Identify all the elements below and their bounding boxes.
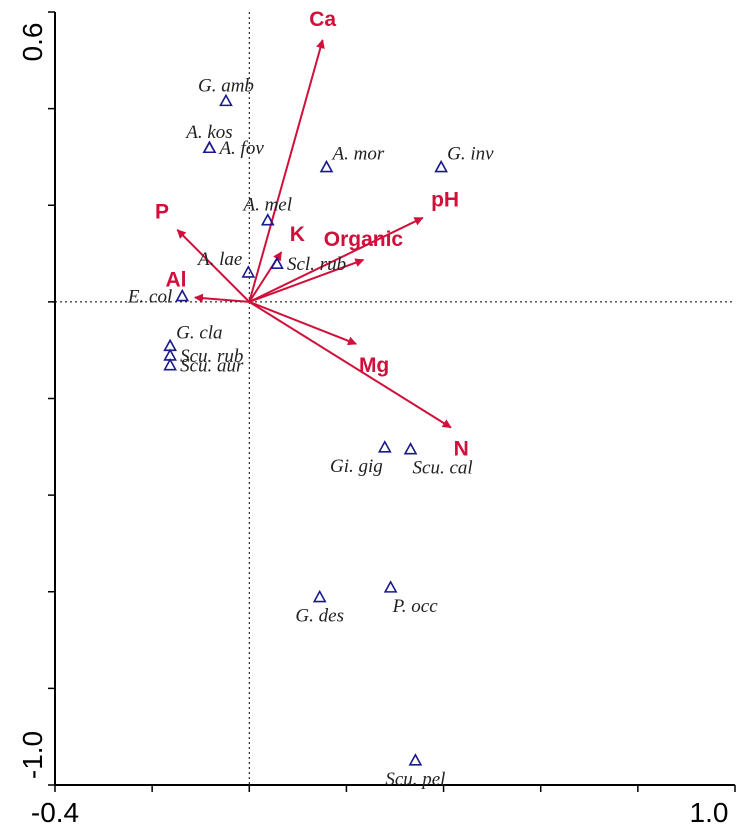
vector-label-mg: Mg <box>359 354 389 377</box>
species-label-scu-pel: Scu. pel <box>385 769 445 790</box>
species-point-scu-cal <box>403 442 418 455</box>
species-label-a-mor: A. mor <box>331 144 385 165</box>
x-tick-label: -0.4 <box>31 797 79 828</box>
species-point-scu-pel <box>408 753 423 766</box>
species-label-scu-rub: Scu. rub <box>180 346 243 367</box>
species-point-a-fov <box>202 140 217 154</box>
vector-p <box>176 229 250 303</box>
species-label-g-cla: G. cla <box>176 322 222 343</box>
vector-label-ph: pH <box>431 189 459 212</box>
species-label-a-lae: A. lae <box>196 249 242 270</box>
species-label-scu-cal: Scu. cal <box>413 458 473 479</box>
species-point-a-mel <box>260 213 275 226</box>
species-label-a-kos: A. kos <box>184 122 232 143</box>
species-point-e-col <box>175 288 190 302</box>
species-point-gi-gig <box>377 440 392 453</box>
vector-label-ca: Ca <box>309 8 336 31</box>
vector-label-organic: Organic <box>324 228 404 251</box>
vector-label-al: Al <box>165 268 186 291</box>
vector-label-p: P <box>155 201 169 224</box>
vector-mg <box>248 300 357 346</box>
vector-ph <box>248 216 424 303</box>
vector-n <box>248 301 452 429</box>
species-point-a-lae <box>241 265 256 278</box>
species-label-a-mel: A. mel <box>241 195 292 216</box>
species-point-g-inv <box>434 159 448 173</box>
vector-organic <box>248 258 365 303</box>
y-tick-label: -1.0 <box>17 731 48 779</box>
species-label-g-inv: G. inv <box>447 144 494 165</box>
x-tick-label: 1.0 <box>690 797 729 828</box>
species-point-g-amb <box>219 93 233 107</box>
vector-ca <box>248 39 325 303</box>
vector-label-n: N <box>454 437 469 460</box>
species-label-gi-gig: Gi. gig <box>330 456 383 477</box>
species-point-a-mor <box>319 159 334 173</box>
species-label-e-col: E. col <box>127 287 172 308</box>
vector-label-k: K <box>290 223 305 246</box>
species-label-scu-aur: Scu. aur <box>180 356 244 377</box>
y-tick-label: 0.6 <box>17 23 48 62</box>
species-label-g-amb: G. amb <box>198 75 254 96</box>
species-point-p-occ <box>383 580 398 593</box>
species-point-g-des <box>312 589 327 603</box>
species-label-p-occ: P. occ <box>392 596 439 617</box>
species-point-scl-rub <box>270 256 284 269</box>
species-label-g-des: G. des <box>295 606 344 627</box>
origin-reference-lines <box>55 12 735 785</box>
species-label-a-fov: A. fov <box>217 138 264 159</box>
species-label-scl-rub: Scl. rub <box>287 254 346 275</box>
species-point-scu-aur <box>163 357 177 371</box>
environment-vectors: Ca P KpH Organic Al Mg N <box>155 8 469 460</box>
vector-al <box>193 293 250 303</box>
axes: -0.4 1.0 0.6 -1.0 <box>17 11 736 828</box>
